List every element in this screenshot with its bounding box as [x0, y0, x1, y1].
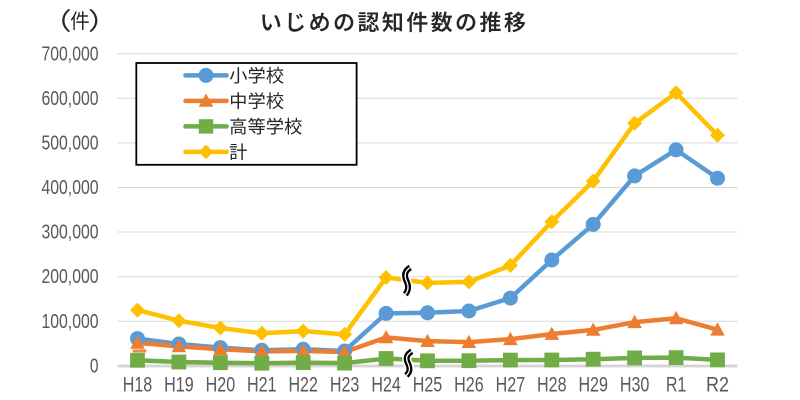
svg-text:H27: H27 — [496, 373, 526, 397]
svg-text:0: 0 — [90, 355, 99, 377]
svg-text:700,000: 700,000 — [42, 43, 99, 65]
svg-text:H19: H19 — [164, 373, 194, 397]
svg-text:300,000: 300,000 — [42, 222, 99, 244]
svg-text:H20: H20 — [206, 373, 236, 397]
svg-text:400,000: 400,000 — [42, 177, 99, 199]
svg-text:H26: H26 — [454, 373, 484, 397]
svg-text:R1: R1 — [666, 373, 687, 397]
svg-text:500,000: 500,000 — [42, 133, 99, 155]
svg-text:H28: H28 — [537, 373, 567, 397]
svg-text:H24: H24 — [371, 373, 401, 397]
svg-text:H22: H22 — [288, 373, 318, 397]
svg-text:H23: H23 — [330, 373, 360, 397]
svg-text:H25: H25 — [413, 373, 443, 397]
svg-text:100,000: 100,000 — [42, 311, 99, 333]
svg-text:200,000: 200,000 — [42, 266, 99, 288]
svg-text:H21: H21 — [247, 373, 277, 397]
svg-text:600,000: 600,000 — [42, 88, 99, 110]
svg-text:R2: R2 — [706, 373, 729, 397]
svg-text:H18: H18 — [123, 373, 153, 397]
svg-text:H30: H30 — [620, 373, 650, 397]
svg-text:H29: H29 — [578, 373, 608, 397]
